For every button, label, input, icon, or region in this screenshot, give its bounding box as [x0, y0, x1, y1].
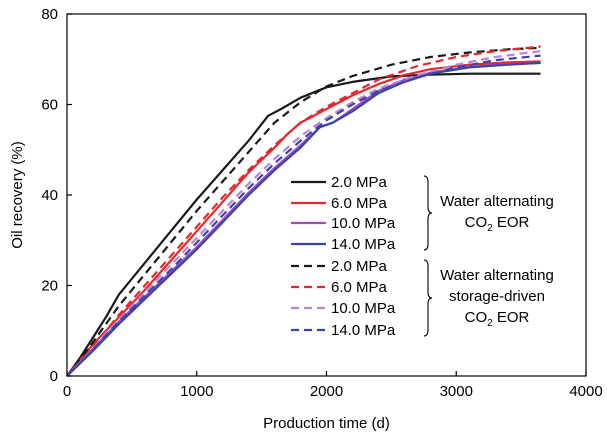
- x-tick-label: 4000: [569, 383, 602, 400]
- legend-entry-label: 10.0 MPa: [331, 215, 396, 232]
- legend-group-label-storage: Water alternating: [440, 267, 554, 284]
- legend-entry-label: 10.0 MPa: [331, 300, 396, 317]
- y-axis-label: Oil recovery (%): [9, 141, 26, 249]
- y-axis-ticks: 0 20 40 60 80: [41, 6, 72, 385]
- y-tick-label: 40: [41, 187, 58, 204]
- x-tick-label: 2000: [310, 383, 343, 400]
- y-tick-label: 0: [50, 368, 58, 385]
- group-label-subscript: 2: [487, 318, 493, 329]
- legend-group-label-wag-line2: CO2 EOR: [465, 214, 530, 234]
- legend-entry-label: 2.0 MPa: [331, 258, 388, 275]
- legend-group-bracket: [423, 175, 433, 251]
- x-tick-label: 1000: [180, 383, 213, 400]
- y-tick-label: 20: [41, 278, 58, 295]
- x-tick-label: 0: [63, 383, 71, 400]
- x-tick-label: 3000: [440, 383, 473, 400]
- group-label-text: CO: [465, 214, 488, 231]
- legend-group-bracket: [423, 259, 433, 337]
- legend-entry-label: 14.0 MPa: [331, 236, 396, 253]
- legend-group-label-wag: Water alternating: [440, 193, 554, 210]
- series-line-storage-2-0-mpa: [66, 46, 541, 377]
- y-tick-label: 80: [41, 6, 58, 23]
- series-line-storage-14-0-mpa: [66, 54, 541, 377]
- legend-entry-label: 2.0 MPa: [331, 174, 388, 191]
- series-line-storage-6-0-mpa: [66, 45, 541, 377]
- plot-series: [66, 45, 541, 377]
- group-label-text: CO: [465, 309, 488, 326]
- legend: 2.0 MPa 6.0 MPa 10.0 MPa 14.0 MPa 2.0 MPa 6.0…: [291, 174, 554, 339]
- y-tick-label: 60: [41, 97, 58, 114]
- legend-group-label-storage-line3: CO2 EOR: [465, 309, 530, 329]
- legend-entry-label: 6.0 MPa: [331, 279, 388, 296]
- group-label-text: EOR: [493, 309, 530, 326]
- legend-entry-label: 6.0 MPa: [331, 195, 388, 212]
- group-label-subscript: 2: [487, 223, 493, 234]
- series-line-storage-10-0-mpa: [66, 50, 541, 377]
- legend-entry-label: 14.0 MPa: [331, 322, 396, 339]
- x-axis-label: Production time (d): [263, 415, 390, 432]
- group-label-text: EOR: [493, 214, 530, 231]
- legend-group-label-storage-line2: storage-driven: [449, 288, 545, 305]
- x-axis-ticks: 0 1000 2000 3000 4000: [63, 371, 603, 400]
